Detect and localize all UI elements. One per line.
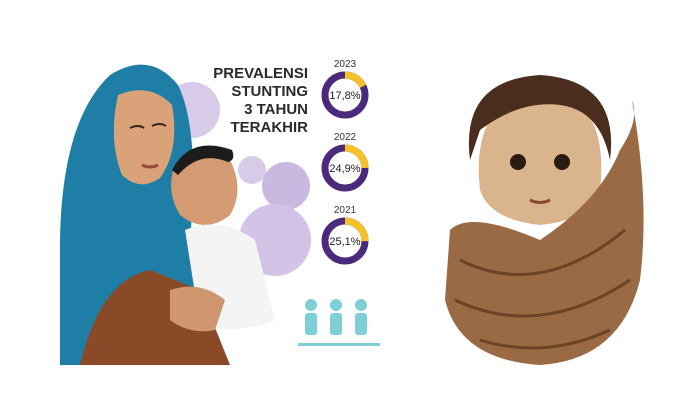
title-line: STUNTING: [231, 83, 308, 100]
donut-arc: [321, 71, 369, 119]
year-label: 2022: [334, 132, 357, 143]
stats: 2023 17,8% 2022 24,9% 2021 25,1%: [321, 59, 369, 265]
baby-in-sling-illustration: [445, 75, 644, 365]
title-line: 3 TAHUN: [244, 101, 308, 118]
value-label: 24,9%: [329, 163, 360, 175]
mother-child-illustration: [60, 64, 380, 365]
year-label: 2021: [334, 205, 357, 216]
year-label: 2023: [334, 59, 357, 70]
donut-arc: [321, 144, 369, 192]
value-label: 17,8%: [329, 90, 360, 102]
donut-arc: [321, 217, 369, 265]
title-line: PREVALENSI: [213, 65, 308, 82]
value-label: 25,1%: [329, 236, 360, 248]
title-line: TERAKHIR: [231, 119, 309, 136]
